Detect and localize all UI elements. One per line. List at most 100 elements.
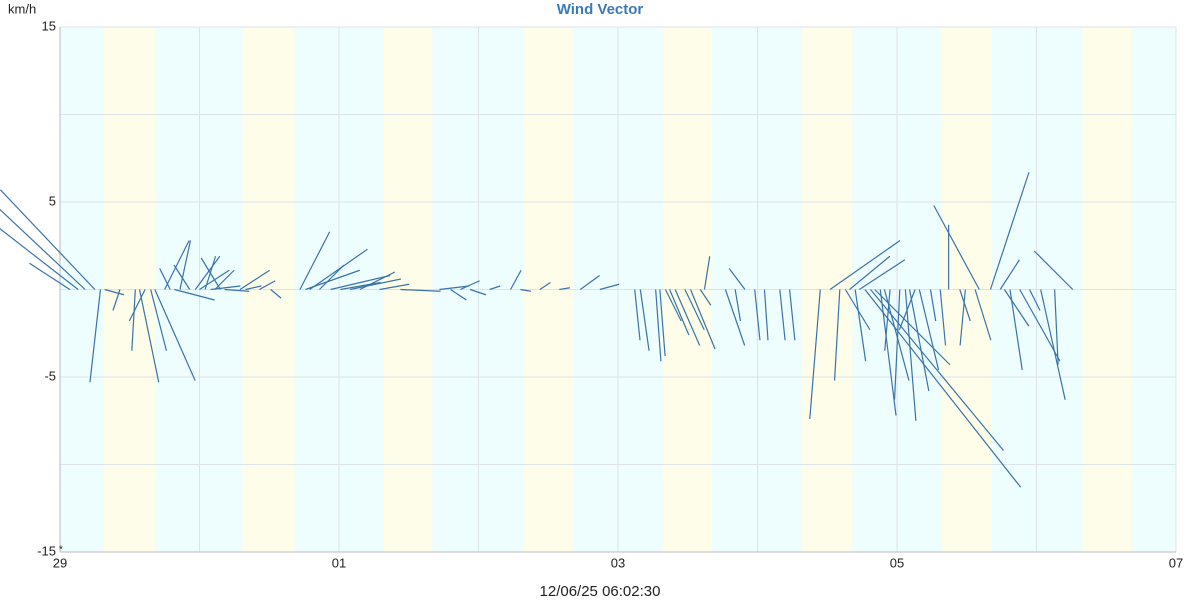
x-tick-label: 01: [332, 555, 346, 570]
wind-vector: [0, 227, 79, 290]
wind-vector: [439, 285, 470, 291]
wind-vector: [270, 289, 282, 299]
wind-vector: [854, 289, 867, 362]
wind-vector: [724, 289, 746, 346]
wind-vector: [159, 268, 171, 290]
wind-vector: [703, 256, 711, 290]
wind-vector: [164, 240, 190, 290]
wind-vector: [1040, 289, 1066, 400]
wind-vector: [128, 289, 146, 322]
wind-vector: [194, 255, 221, 290]
wind-vector: [898, 289, 916, 330]
wind-vector: [918, 289, 940, 371]
wind-vector: [684, 289, 705, 331]
wind-vector: [224, 288, 250, 292]
y-unit: km/h: [8, 1, 36, 16]
wind-vector: [734, 289, 742, 322]
wind-vector: [959, 289, 971, 322]
grid: [59, 26, 1177, 553]
wind-vector: [989, 172, 1030, 290]
wind-vector: [1033, 250, 1074, 290]
wind-vector: [788, 289, 796, 341]
wind-vector: [0, 189, 96, 290]
wind-vector: [469, 288, 487, 296]
wind-vector: [849, 255, 891, 290]
wind-vector: [999, 259, 1020, 290]
wind-vector: [674, 289, 701, 346]
wind-vector: [754, 289, 761, 341]
wind-vector: [89, 289, 102, 383]
wind-vector: [859, 259, 906, 291]
chart-title: Wind Vector: [557, 1, 644, 18]
wind-vector: [933, 205, 980, 290]
wind-vector: [699, 289, 712, 306]
wind-vector: [664, 289, 682, 322]
wind-vector: [330, 274, 391, 291]
wind-vector: [340, 281, 381, 291]
wind-vector: [510, 269, 522, 290]
x-tick-label: 03: [611, 555, 625, 570]
wind-vector: [460, 280, 480, 291]
wind-vector: [579, 275, 600, 290]
wind-vector: [929, 289, 937, 322]
y-tick-label: 5: [49, 193, 56, 208]
x-tick-label: 05: [890, 555, 904, 570]
wind-vector: [179, 240, 192, 290]
wind-vector: [779, 289, 786, 341]
wind-vector: [154, 289, 196, 381]
y-tick-label: -5: [44, 368, 56, 383]
wind-vector: [131, 289, 136, 351]
wind-vector: [245, 285, 262, 291]
footnote-mark: *: [59, 545, 63, 556]
wind-vector: [150, 289, 168, 351]
wind-vector: [259, 280, 276, 291]
wind-vector: [239, 269, 271, 291]
wind-vector: [299, 231, 331, 290]
wind-vector: [655, 289, 662, 362]
wind-vector: [599, 283, 620, 291]
wind-vector: [173, 264, 191, 290]
wind-vector: [359, 271, 396, 291]
timestamp: 12/06/25 06:02:30: [540, 583, 661, 600]
y-tick-label: -15: [37, 543, 56, 558]
wind-vector: [870, 289, 1004, 451]
wind-vector: [309, 248, 368, 290]
wind-vector: [319, 264, 345, 290]
wind-vector: [639, 289, 650, 351]
wind-vector: [884, 289, 891, 351]
wind-vector: [689, 289, 716, 350]
wind-vector: [974, 289, 992, 341]
wind-vector: [539, 282, 551, 290]
wind-vector: [1003, 289, 1030, 327]
wind-vector: [959, 289, 966, 346]
wind-vector: [728, 268, 746, 290]
wind-vector: [400, 288, 441, 292]
wind-vector: [893, 289, 901, 400]
x-tick-label: 29: [53, 555, 67, 570]
wind-vector: [450, 289, 467, 301]
wind-vector: [350, 278, 402, 291]
wind-vector: [379, 283, 410, 291]
wind-vector: [104, 288, 125, 296]
wind-vector: [0, 208, 86, 290]
wind-vector: [29, 262, 71, 291]
vectors: [0, 172, 1074, 488]
wind-vector: [634, 289, 641, 341]
wind-vector: [1054, 289, 1059, 365]
y-tick-label: 15: [42, 18, 56, 33]
wind-vector: [669, 289, 690, 336]
wind-vector: [112, 289, 121, 311]
wind-vector: [809, 289, 821, 420]
wind-vector: [520, 288, 531, 292]
wind-vector: [489, 285, 501, 291]
wind-vector: [1028, 289, 1041, 311]
wind-vector: [829, 240, 901, 290]
wind-vector: [559, 287, 571, 291]
wind-vector: [138, 289, 160, 383]
labels: 15 5 -5 -15 *29 01 03 05 07: [37, 18, 1183, 570]
wind-vector: [908, 289, 930, 392]
wind-vector: [864, 289, 1022, 488]
wind-vector: [844, 289, 871, 331]
wind-vector: [1019, 289, 1061, 362]
